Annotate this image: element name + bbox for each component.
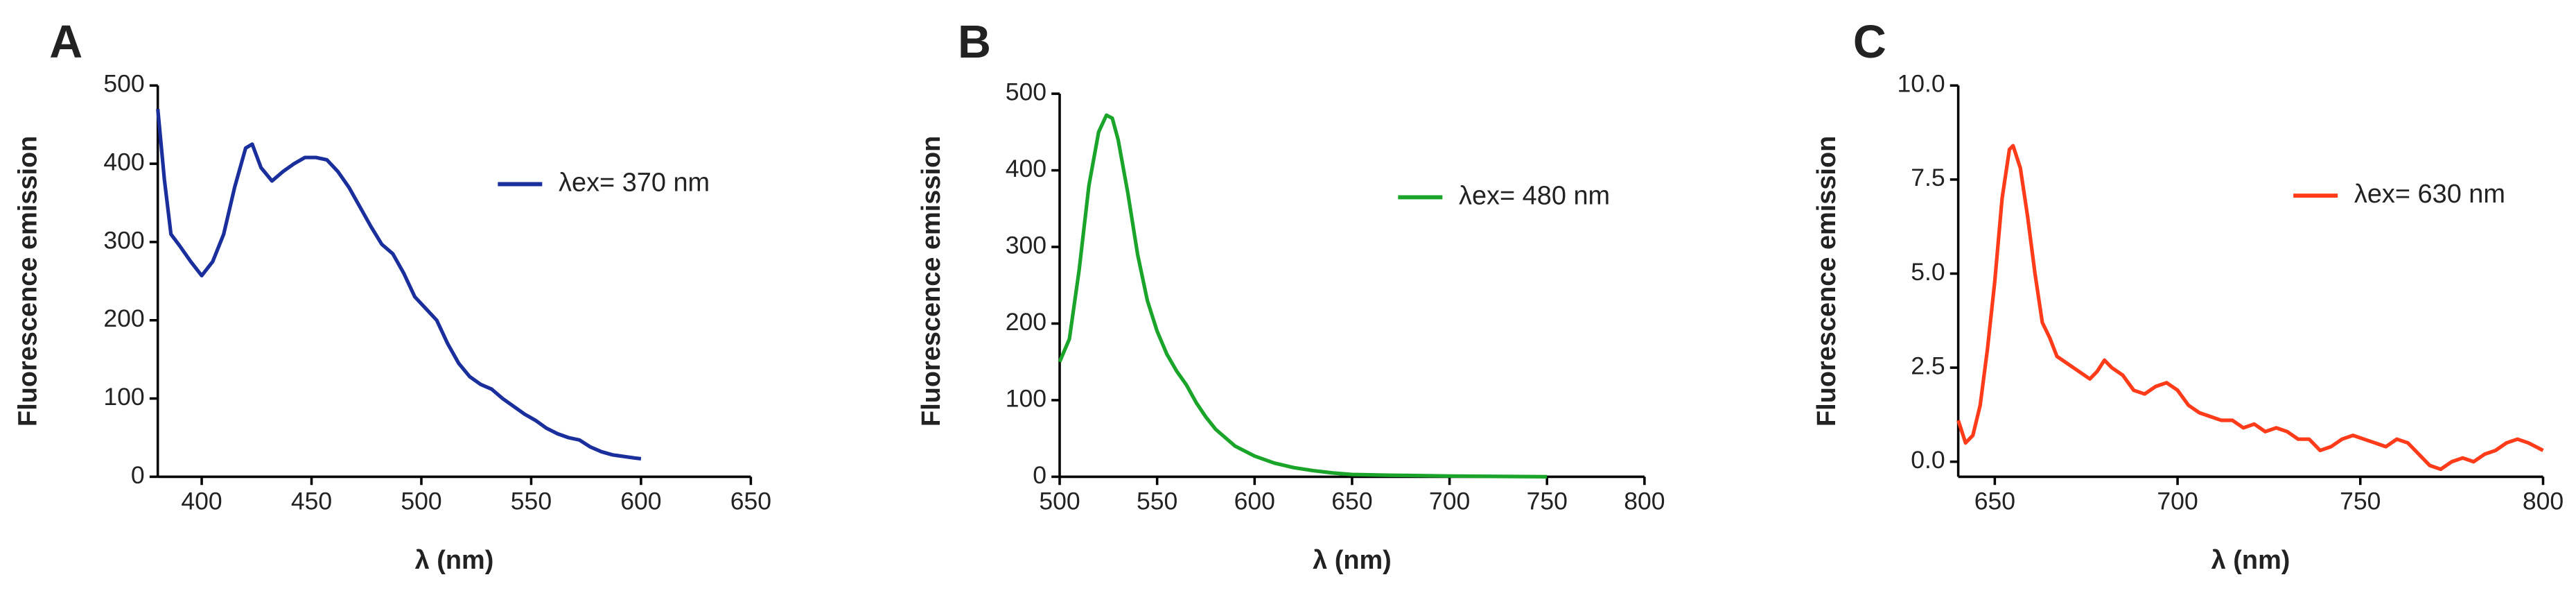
y-axis-label: Fluorescence emission bbox=[917, 136, 946, 427]
x-tick-label: 800 bbox=[2523, 488, 2564, 515]
y-tick-label: 100 bbox=[103, 383, 144, 411]
x-tick-label: 750 bbox=[1527, 488, 1568, 515]
panel-label: B bbox=[958, 17, 991, 68]
x-tick-label: 400 bbox=[181, 488, 222, 515]
y-tick-label: 200 bbox=[1006, 308, 1046, 336]
y-axis-label: Fluorescence emission bbox=[1812, 136, 1841, 427]
x-tick-label: 550 bbox=[1137, 488, 1177, 515]
x-tick-label: 800 bbox=[1624, 488, 1665, 515]
legend-label: λex= 480 nm bbox=[1459, 181, 1610, 210]
data-line bbox=[1058, 113, 1548, 479]
y-tick-label: 0 bbox=[1033, 461, 1046, 489]
y-tick-label: 5.0 bbox=[1911, 258, 1945, 286]
x-tick-label: 450 bbox=[291, 488, 332, 515]
x-axis-label: λ (nm) bbox=[1313, 546, 1392, 575]
x-tick-label: 600 bbox=[1234, 488, 1275, 515]
x-tick-label: 500 bbox=[1039, 488, 1080, 515]
panel-label: C bbox=[1853, 17, 1886, 68]
y-tick-label: 0 bbox=[131, 461, 145, 489]
x-tick-label: 650 bbox=[730, 488, 771, 515]
y-tick-label: 500 bbox=[103, 70, 144, 98]
data-line bbox=[156, 108, 642, 461]
x-tick-label: 650 bbox=[1974, 488, 2015, 515]
x-axis-label: λ (nm) bbox=[415, 546, 494, 575]
x-tick-label: 650 bbox=[1331, 488, 1372, 515]
y-tick-label: 300 bbox=[1006, 231, 1046, 259]
y-tick-label: 10.0 bbox=[1897, 70, 1945, 98]
x-axis-label: λ (nm) bbox=[2211, 546, 2290, 575]
x-tick-label: 500 bbox=[401, 488, 441, 515]
x-tick-label: 550 bbox=[511, 488, 552, 515]
panel-label: A bbox=[49, 17, 82, 68]
y-tick-label: 2.5 bbox=[1911, 352, 1945, 379]
x-tick-label: 700 bbox=[1429, 488, 1470, 515]
y-axis-label: Fluorescence emission bbox=[13, 136, 42, 427]
x-tick-label: 750 bbox=[2340, 488, 2381, 515]
legend-label: λex= 630 nm bbox=[2354, 180, 2505, 209]
y-tick-label: 7.5 bbox=[1911, 164, 1945, 191]
legend-label: λex= 370 nm bbox=[559, 168, 710, 197]
y-tick-label: 400 bbox=[1006, 155, 1046, 182]
y-tick-label: 300 bbox=[103, 226, 144, 254]
data-line bbox=[1956, 144, 2544, 472]
y-tick-label: 200 bbox=[103, 304, 144, 332]
y-tick-label: 0.0 bbox=[1911, 446, 1945, 474]
x-tick-label: 700 bbox=[2157, 488, 2198, 515]
x-tick-label: 600 bbox=[620, 488, 661, 515]
y-tick-label: 500 bbox=[1006, 78, 1046, 106]
y-tick-label: 100 bbox=[1006, 384, 1046, 412]
y-tick-label: 400 bbox=[103, 148, 144, 175]
